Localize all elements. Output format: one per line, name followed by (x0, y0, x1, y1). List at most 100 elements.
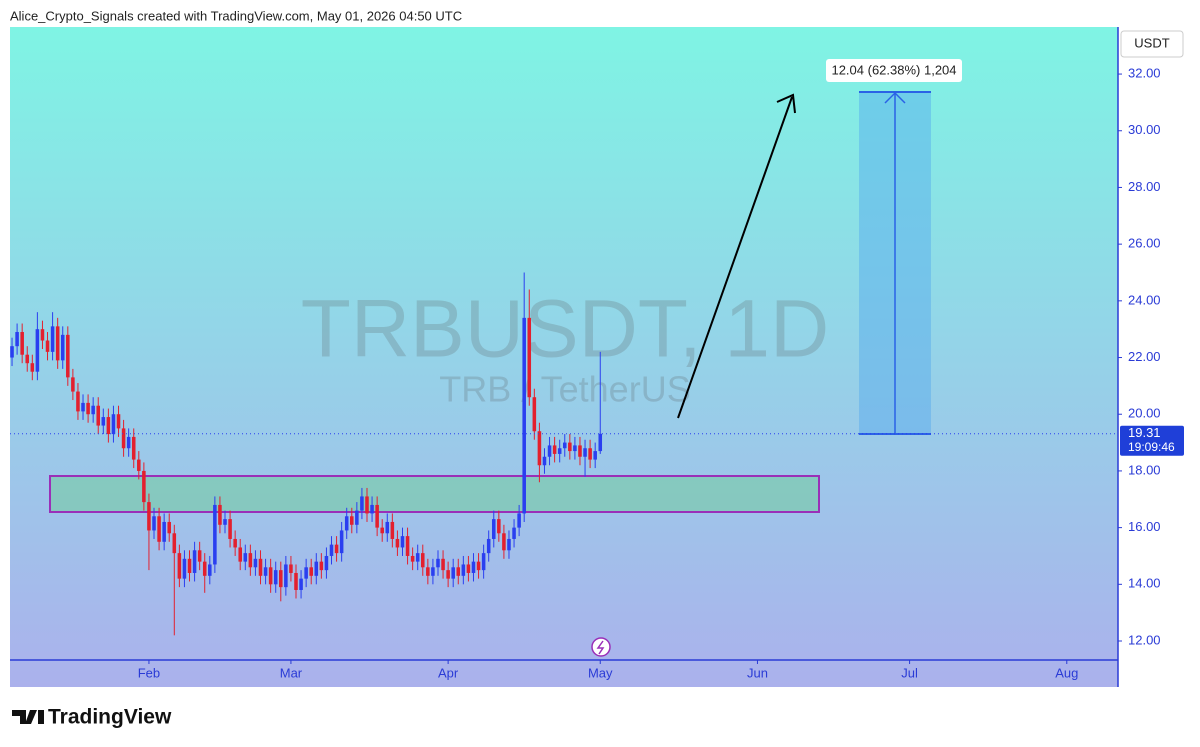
candle-body (441, 558, 445, 571)
candle-body (279, 570, 283, 588)
y-tick-label: 20.00 (1128, 406, 1161, 421)
event-icon[interactable] (591, 637, 611, 657)
candle-body (86, 402, 90, 415)
currency-box (1120, 30, 1184, 58)
candle-body (471, 561, 476, 573)
candle-body (55, 326, 60, 361)
candle-body (208, 564, 212, 576)
candle-body (106, 417, 111, 435)
candle-body (71, 377, 75, 392)
candle-body (218, 504, 222, 525)
candle-body (81, 402, 85, 412)
last-price-label: 19.31 (1128, 425, 1161, 440)
candle-body (187, 558, 192, 573)
candle-body (588, 448, 592, 460)
candle-body (456, 567, 461, 576)
x-tick-label: Feb (138, 665, 160, 680)
candle-body (517, 513, 521, 528)
candle-body (197, 550, 202, 562)
candle-body (60, 334, 65, 361)
measure-label: 12.04 (62.38%) 1,204 (831, 62, 956, 77)
candle-body (562, 442, 567, 449)
candle-body (390, 521, 395, 539)
candle-body (507, 538, 511, 551)
y-tick-label: 30.00 (1128, 122, 1161, 137)
candle-body (583, 448, 587, 457)
y-tick-label: 14.00 (1128, 576, 1161, 591)
y-tick-label: 24.00 (1128, 292, 1161, 307)
y-tick-label: 28.00 (1128, 179, 1161, 194)
candle-body (304, 567, 308, 579)
candle-body (420, 553, 425, 568)
candle-body (35, 329, 40, 372)
candle-body (258, 558, 263, 576)
candle-body (192, 550, 197, 573)
candle-body (233, 538, 237, 548)
candle-body (162, 521, 166, 542)
x-tick-label: Jul (901, 665, 918, 680)
y-tick-label: 22.00 (1128, 349, 1161, 364)
candle-body (15, 332, 19, 347)
candle-body (66, 334, 70, 378)
x-tick-label: May (588, 665, 613, 680)
candle-body (573, 445, 577, 452)
candle-body (522, 317, 526, 514)
candle-body (405, 536, 410, 556)
event-icon-bolt (596, 640, 605, 655)
candle-body (431, 567, 435, 576)
candle-body (294, 572, 298, 590)
candle-body (395, 538, 400, 548)
candle-body (309, 567, 313, 576)
brand: TradingView (48, 706, 172, 729)
candle-body (45, 340, 50, 352)
candle-body (512, 527, 516, 539)
candle-body (360, 496, 364, 511)
candle-body (491, 519, 496, 539)
candle-body (182, 558, 187, 579)
candle-body (324, 555, 329, 571)
candle-body (334, 544, 339, 554)
candle-body (481, 553, 486, 571)
candle-body (532, 397, 537, 432)
candle-body (243, 553, 248, 562)
candle-body (400, 536, 405, 548)
candle-body (50, 326, 55, 352)
x-tick-label: Apr (438, 665, 459, 680)
candle-body (380, 527, 384, 534)
candle-body (385, 521, 390, 534)
candle-body (30, 363, 35, 372)
candle-body (223, 519, 227, 525)
candle-body (476, 561, 481, 571)
candle-body (410, 555, 415, 562)
candle-body (537, 431, 542, 466)
candle-body (552, 445, 557, 454)
candle-body (202, 561, 207, 576)
candle-body (461, 564, 466, 576)
candle-body (40, 329, 45, 341)
candle-body (248, 553, 253, 568)
candle-body (466, 564, 471, 573)
watermark-title: TRBUSDT, 1D (301, 284, 830, 375)
candle-body (228, 519, 232, 539)
candle-body (167, 521, 172, 534)
candle-body (593, 451, 597, 460)
candle-body (238, 547, 242, 562)
candle-body (284, 564, 288, 588)
x-tick-label: Mar (280, 665, 303, 680)
candle-body (157, 516, 161, 542)
candle-body (339, 530, 344, 554)
measure-label-box (826, 59, 962, 82)
header: Alice_Crypto_Signals created with Tradin… (10, 8, 462, 23)
trend-arrow (677, 96, 793, 419)
candle-body (568, 442, 572, 452)
candle-body (76, 391, 80, 412)
watermark-subtitle: TRB / TetherUS (439, 369, 690, 410)
x-tick-label: Aug (1055, 665, 1078, 680)
candle-body (350, 516, 354, 525)
candle-body (355, 510, 359, 525)
candle-body (375, 504, 379, 528)
logo-icon (12, 710, 44, 724)
trend-arrow-head (776, 93, 796, 114)
